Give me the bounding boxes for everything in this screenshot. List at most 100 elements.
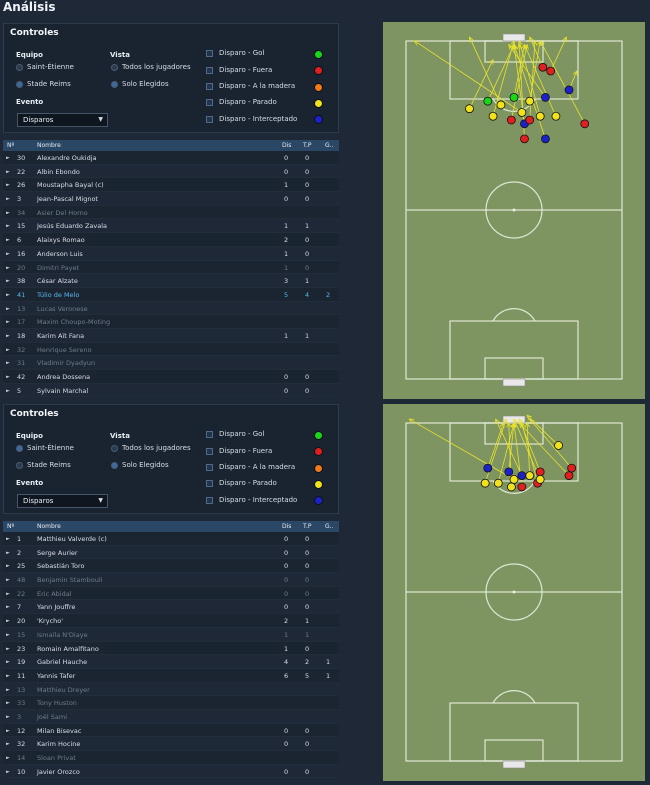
view-option-all[interactable]: Todos los jugadores [111,63,191,71]
player-name[interactable]: Jesús Eduardo Zavala [37,222,107,231]
player-name[interactable]: Karim Aït Fana [37,331,85,340]
player-name[interactable]: Tony Huston [37,699,77,708]
table-row[interactable]: ► 16 Anderson Luis 1 0 [3,247,339,261]
player-name[interactable]: Yann Jouffre [37,603,76,612]
player-name[interactable]: Albin Ebondo [37,167,80,176]
table-row[interactable]: ► 32 Karim Hocine 0 0 [3,737,339,751]
table-row[interactable]: ► 15 Ismaïla N'Diaye 1 1 [3,628,339,642]
table-row[interactable]: ► 15 Jesús Eduardo Zavala 1 1 [3,219,339,234]
table-row[interactable]: ► 42 Andrea Dossena 0 0 [3,370,339,384]
col-shots[interactable]: Dis [282,523,292,530]
player-name[interactable]: Maxim Choupo-Moting [37,318,111,327]
player-name[interactable]: Asier Del Horno [37,208,88,217]
filter-interceptado[interactable]: Disparo - Interceptado [206,115,297,123]
table-row[interactable]: ► 41 Túlio de Melo 5 4 2 [3,287,339,302]
table-row[interactable]: ► 12 Milan Bisevac 0 0 [3,723,339,738]
expand-arrow-icon[interactable]: ► [6,305,10,312]
expand-arrow-icon[interactable]: ► [6,374,10,380]
col-name[interactable]: Nombre [37,523,61,530]
table-row[interactable]: ► 33 Tony Huston [3,696,339,710]
player-name[interactable]: Sloan Privat [37,754,76,762]
player-name[interactable]: Moustapha Bayal (c) [37,181,104,190]
expand-arrow-icon[interactable]: ► [6,264,10,271]
expand-arrow-icon[interactable]: ► [6,155,10,161]
col-shots[interactable]: Dis [282,142,292,149]
table-row[interactable]: ► 2 Serge Aurier 0 0 [3,546,339,560]
col-on-target[interactable]: T.P [303,142,312,149]
player-name[interactable]: Yannis Tafer [37,671,76,680]
table-row[interactable]: ► 13 Matthieu Dreyer [3,683,339,697]
team-option-saint-etienne[interactable]: Saint-Étienne [16,63,74,71]
col-goals[interactable]: G.. [325,142,334,149]
table-row[interactable]: ► 6 Alaixys Romao 2 0 [3,233,339,247]
expand-arrow-icon[interactable]: ► [6,237,10,244]
player-name[interactable]: Jean-Pascal Mignot [37,195,98,204]
player-name[interactable]: Serge Aurier [37,548,78,557]
expand-arrow-icon[interactable]: ► [6,631,10,638]
player-name[interactable]: Sebastián Toro [37,562,85,571]
player-name[interactable]: Joël Sami [37,712,68,721]
table-row[interactable]: ► 19 Gabriel Hauche 4 2 1 [3,655,339,669]
player-name[interactable]: Henrique Sereno [37,345,92,354]
table-row[interactable]: ► 48 Benjamin Stambouli 0 0 [3,573,339,587]
player-name[interactable]: Matthieu Dreyer [37,685,90,694]
view-option-selected[interactable]: Solo Elegidos [111,461,169,469]
player-name[interactable]: César Alzate [37,277,78,286]
table-row[interactable]: ► 32 Henrique Sereno [3,342,339,357]
table-row[interactable]: ► 14 Sloan Privat [3,751,339,765]
expand-arrow-icon[interactable]: ► [6,168,10,175]
filter-parado[interactable]: Disparo - Parado [206,479,277,487]
player-name[interactable]: Karim Hocine [37,740,81,749]
filter-interceptado[interactable]: Disparo - Interceptado [206,496,297,504]
player-name[interactable]: Javier Orozco [37,767,80,776]
player-name[interactable]: Dimitri Payet [37,263,80,272]
table-row[interactable]: ► 26 Moustapha Bayal (c) 1 0 [3,178,339,193]
filter-parado[interactable]: Disparo - Parado [206,98,277,106]
player-name[interactable]: Sylvain Marchal [37,386,89,395]
player-name[interactable]: Alaixys Romao [37,236,85,245]
view-option-all[interactable]: Todos los jugadores [111,444,191,452]
table-row[interactable]: ► 10 Javier Orozco 0 0 [3,765,339,779]
expand-arrow-icon[interactable]: ► [6,618,10,625]
expand-arrow-icon[interactable]: ► [6,686,10,693]
expand-arrow-icon[interactable]: ► [6,645,10,652]
filter-gol[interactable]: Disparo - Gol [206,49,264,57]
expand-arrow-icon[interactable]: ► [6,713,10,720]
col-goals[interactable]: G.. [325,523,334,530]
event-select[interactable]: Disparos ▼ [17,494,108,508]
player-name[interactable]: Anderson Luis [37,249,83,258]
expand-arrow-icon[interactable]: ► [6,700,10,707]
expand-arrow-icon[interactable]: ► [6,563,10,570]
col-on-target[interactable]: T.P [303,523,312,530]
expand-arrow-icon[interactable]: ► [6,346,10,353]
event-select[interactable]: Disparos ▼ [17,113,108,127]
table-row[interactable]: ► 22 Eric Abidal 0 0 [3,586,339,601]
table-row[interactable]: ► 7 Yann Jouffre 0 0 [3,600,339,615]
table-row[interactable]: ► 30 Alexandre Oukidja 0 0 [3,151,339,165]
expand-arrow-icon[interactable]: ► [6,741,10,748]
expand-arrow-icon[interactable]: ► [6,659,10,666]
player-name[interactable]: Andrea Dossena [37,373,91,381]
expand-arrow-icon[interactable]: ► [6,755,10,761]
expand-arrow-icon[interactable]: ► [6,223,10,230]
col-number[interactable]: Nº [7,523,15,530]
player-name[interactable]: Ismaïla N'Diaye [37,630,88,639]
table-row[interactable]: ► 22 Albin Ebondo 0 0 [3,165,339,179]
expand-arrow-icon[interactable]: ► [6,768,10,775]
expand-arrow-icon[interactable]: ► [6,387,10,394]
filter-madera[interactable]: Disparo - A la madera [206,463,295,471]
table-row[interactable]: ► 25 Sebastián Toro 0 0 [3,559,339,574]
col-number[interactable]: Nº [7,142,15,149]
player-name[interactable]: Romain Amalfitano [37,644,99,653]
player-name[interactable]: Alexandre Oukidja [37,154,97,162]
expand-arrow-icon[interactable]: ► [6,278,10,285]
player-name[interactable]: Lucas Veronese [37,304,88,313]
player-name[interactable]: Matthieu Valverde (c) [37,535,107,543]
team-option-saint-etienne[interactable]: Saint-Étienne [16,444,74,452]
filter-fuera[interactable]: Disparo - Fuera [206,447,272,455]
expand-arrow-icon[interactable]: ► [6,291,10,298]
table-row[interactable]: ► 38 César Alzate 3 1 [3,274,339,288]
table-row[interactable]: ► 34 Asier Del Horno [3,205,339,220]
player-name[interactable]: Milan Bisevac [37,726,82,735]
table-row[interactable]: ► 18 Karim Aït Fana 1 1 [3,329,339,343]
